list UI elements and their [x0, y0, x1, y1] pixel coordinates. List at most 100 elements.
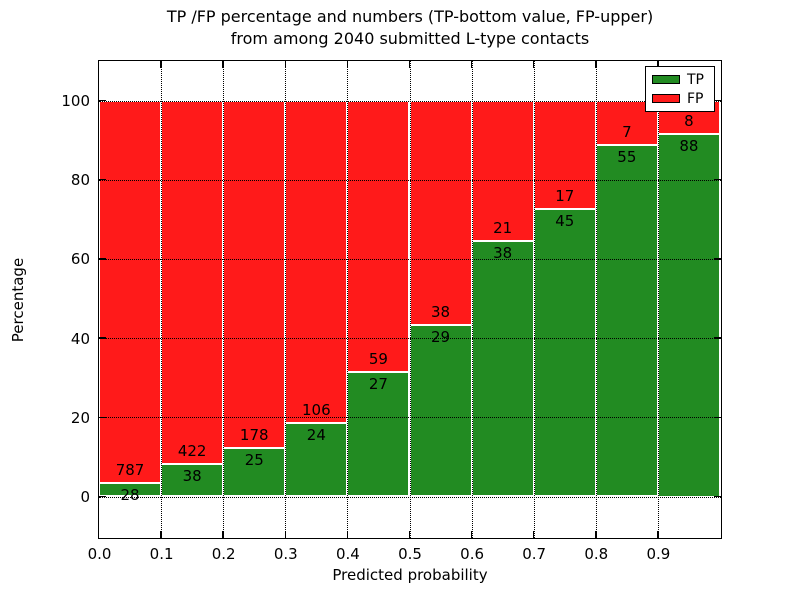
y-tick-label: 40: [70, 329, 90, 348]
y-tick-label: 60: [70, 250, 90, 269]
tp-value-label: 38: [493, 244, 513, 263]
tp-value-label: 28: [120, 485, 140, 504]
tp-value-label: 25: [244, 450, 264, 469]
tp-value-label: 29: [431, 328, 451, 347]
x-tick-label: 0.7: [522, 545, 547, 563]
bar-segment-fp: [347, 100, 410, 373]
bar-segment-tp: [161, 463, 224, 497]
tick-mark-left: [99, 258, 106, 260]
tick-mark-top: [595, 61, 597, 68]
gridline-x: [657, 61, 659, 538]
tick-mark-top: [408, 61, 411, 68]
x-axis-label: Predicted probability: [332, 566, 488, 584]
x-tick-label: 0.0: [87, 545, 112, 563]
gridline-x: [285, 61, 287, 538]
tick-mark-top: [470, 61, 473, 68]
y-axis-label: Percentage: [9, 257, 27, 343]
x-tick-label: 0.8: [584, 545, 609, 563]
x-tick-label: 0.2: [211, 545, 236, 563]
fp-value-label: 787: [115, 460, 145, 479]
plot-canvas: 787 28 422 38 178 25 106 24 59 27 38 29 21 38 17 45 7 55 8…: [99, 61, 721, 538]
x-tick-label: 0.1: [149, 545, 174, 563]
fp-value-label: 38: [431, 303, 451, 322]
y-tick-label: 80: [70, 171, 90, 190]
tick-mark-bottom: [346, 531, 349, 538]
y-tick-label: 0: [80, 488, 90, 506]
tp-value-label: 38: [182, 466, 202, 485]
gridline-x: [595, 61, 597, 538]
y-tick-label: 20: [70, 408, 90, 427]
bar-segment-fp: [285, 100, 348, 424]
tick-mark-bottom: [284, 531, 287, 538]
gridline-x: [409, 61, 411, 538]
x-tick-label: 0.3: [273, 545, 298, 563]
x-tick-label: 0.4: [335, 545, 360, 563]
tick-mark-right: [714, 337, 721, 339]
gridline-x: [533, 61, 535, 538]
tick-mark-top: [222, 61, 224, 68]
tick-mark-right: [714, 495, 721, 498]
legend: TP FP: [645, 66, 715, 112]
bar-segment-fp: [223, 100, 286, 448]
bar-segment-tp: [533, 209, 596, 497]
tick-mark-bottom: [470, 531, 473, 538]
tick-mark-top: [160, 61, 162, 68]
tick-mark-left: [99, 416, 106, 419]
tick-mark-bottom: [595, 531, 597, 538]
bar-segment-tp: [657, 133, 720, 497]
tick-mark-left: [99, 337, 106, 339]
bar-segment-tp: [285, 423, 348, 497]
x-tick-label: 0.9: [646, 545, 671, 563]
fp-value-label: 106: [302, 401, 331, 420]
tick-mark-top: [284, 61, 287, 68]
fp-value-label: 8: [684, 111, 694, 130]
y-tick-label: 100: [61, 92, 90, 110]
tick-mark-bottom: [222, 531, 224, 538]
legend-item-fp: FP: [652, 92, 708, 106]
gridline-y: [99, 100, 721, 102]
gridline-x: [161, 61, 163, 538]
tick-mark-right: [714, 416, 721, 419]
fp-value-label: 178: [239, 425, 269, 444]
gridline-y: [99, 496, 721, 498]
chart-title: TP /FP percentage and numbers (TP-bottom…: [98, 6, 722, 50]
tick-mark-bottom: [408, 531, 411, 538]
bar-segment-tp: [595, 145, 658, 497]
bar-segment-tp: [99, 482, 162, 497]
fp-value-label: 59: [368, 350, 388, 369]
fp-value-label: 17: [555, 187, 575, 206]
tick-mark-bottom: [657, 531, 659, 538]
tp-value-label: 55: [617, 148, 637, 167]
x-tick-label: 0.6: [460, 545, 485, 563]
tp-swatch-icon: [652, 75, 680, 84]
tick-mark-bottom: [160, 531, 162, 538]
tick-mark-bottom: [532, 531, 535, 538]
chart-title-line1: TP /FP percentage and numbers (TP-bottom…: [166, 7, 654, 26]
tick-mark-right: [714, 178, 721, 181]
bar-segment-fp: [409, 100, 472, 326]
fp-value-label: 7: [622, 123, 632, 142]
chart-title-line2: from among 2040 submitted L-type contact…: [230, 29, 590, 48]
tp-value-label: 27: [368, 375, 388, 394]
tp-value-label: 45: [555, 212, 575, 231]
gridline-x: [223, 61, 225, 538]
gridline-x: [471, 61, 473, 538]
bar-segment-fp: [161, 100, 224, 464]
fp-value-label: 21: [493, 219, 513, 238]
tick-mark-right: [714, 258, 721, 260]
tick-mark-left: [99, 99, 106, 102]
gridline-y: [99, 417, 721, 419]
gridline-y: [99, 338, 721, 340]
gridline-y: [99, 258, 721, 260]
gridline-y: [99, 179, 721, 181]
tick-mark-top: [346, 61, 349, 68]
tick-mark-left: [99, 178, 106, 181]
x-tick-label: 0.5: [398, 545, 422, 563]
bar-segment-tp: [471, 241, 534, 497]
bar-segment-fp: [99, 100, 162, 483]
gridline-x: [347, 61, 349, 538]
tick-mark-left: [99, 495, 106, 498]
legend-item-tp: TP: [652, 73, 708, 87]
bar-segment-tp: [223, 447, 286, 497]
